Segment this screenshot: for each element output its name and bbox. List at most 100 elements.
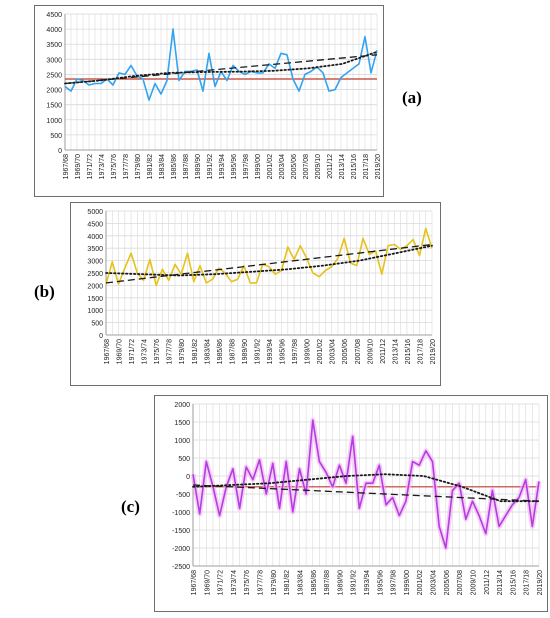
x-tick-label: 1977/78 [258, 570, 265, 595]
x-tick-label: 1987/88 [229, 339, 236, 364]
x-tick-label: 1969/70 [204, 570, 211, 595]
x-tick-label: 1973/74 [99, 154, 106, 179]
x-tick-label: 2001/02 [417, 570, 424, 595]
x-tick-label: 1995/96 [280, 339, 287, 364]
y-tick-label: 1500 [174, 420, 190, 427]
x-tick-label: 1993/94 [267, 339, 274, 364]
chart-c-svg: -2500 -2000 -1500 -1000 -500 0 500 1000 1500 2000… [172, 402, 544, 595]
x-tick-label: 1987/88 [183, 154, 190, 179]
x-tick-label: 1967/68 [191, 570, 198, 595]
x-tick-label: 2009/10 [315, 154, 322, 179]
y-tick-label: 4000 [87, 234, 103, 241]
y-tick-label: 2000 [87, 283, 103, 290]
x-tick-label: 2011/12 [380, 339, 387, 364]
x-tick-label: 2011/12 [484, 570, 491, 595]
y-tick-label: 0 [99, 333, 103, 340]
x-tick-label: 1969/70 [75, 154, 82, 179]
x-tick-label: 2015/16 [510, 570, 517, 595]
y-tick-label: 2000 [46, 88, 62, 95]
x-tick-label: 1979/80 [271, 570, 278, 595]
y-tick-label: 2500 [46, 72, 62, 79]
x-tick-label: 2005/06 [342, 339, 349, 364]
x-tick-label: 2005/06 [291, 154, 298, 179]
chart-panel-c: -2500 -2000 -1500 -1000 -500 0 500 1000 1500 2000… [154, 395, 548, 612]
x-tick-label: 2017/18 [524, 570, 531, 595]
x-tick-label: 2013/14 [339, 154, 346, 179]
x-tick-label: 1971/72 [218, 570, 225, 595]
y-tick-label: -500 [176, 492, 190, 499]
y-tick-label: -1500 [172, 528, 190, 535]
y-tick-label: 1500 [87, 296, 103, 303]
x-tick-label: 1999/00 [404, 570, 411, 595]
x-tick-label: 1997/98 [243, 154, 250, 179]
y-tick-label: 3000 [87, 259, 103, 266]
chart-panel-b: 0 500 1000 1500 2000 2500 3000 3500 4000 4500 5000… [70, 202, 441, 386]
y-tick-label: 4500 [87, 221, 103, 228]
y-tick-label: 500 [91, 321, 103, 328]
x-tick-label: 2007/08 [355, 339, 362, 364]
x-tick-label: 1985/86 [217, 339, 224, 364]
x-tick-label: 1973/74 [142, 339, 149, 364]
x-tick-label: 1989/90 [337, 570, 344, 595]
x-tick-label: 1999/00 [305, 339, 312, 364]
x-tick-label: 2015/16 [351, 154, 358, 179]
x-tick-label: 1981/82 [284, 570, 291, 595]
polynomial-trend-line [64, 50, 378, 85]
panel-label-a: (a) [402, 88, 422, 107]
x-tick-label: 1983/84 [297, 570, 304, 595]
x-tick-label: 1995/96 [231, 154, 238, 179]
chart-a-svg: 0 500 1000 1500 2000 2500 3000 3500 4000 4500 1967… [46, 12, 382, 179]
x-tick-label: 1977/78 [123, 154, 130, 179]
x-tick-label: 1977/78 [167, 339, 174, 364]
x-tick-label: 2007/08 [457, 570, 464, 595]
x-tick-label: 1967/68 [104, 339, 111, 364]
x-tick-label: 1983/84 [204, 339, 211, 364]
x-tick-label: 1971/72 [87, 154, 94, 179]
y-tick-label: -2500 [172, 564, 190, 571]
panel-label-b: (b) [34, 282, 55, 301]
polynomial-trend-line [105, 244, 433, 277]
x-tick-label: 1983/84 [159, 154, 166, 179]
x-tick-label: 1993/94 [364, 570, 371, 595]
x-tick-label: 1979/80 [179, 339, 186, 364]
y-tick-label: 5000 [87, 209, 103, 216]
y-tick-label: 3500 [87, 246, 103, 253]
y-tick-label: 4500 [46, 12, 62, 19]
x-tick-label: 1991/92 [351, 570, 358, 595]
y-tick-label: 3000 [46, 57, 62, 64]
x-tick-label: 1999/00 [255, 154, 262, 179]
x-tick-label: 2019/20 [537, 570, 544, 595]
x-tick-label: 2009/10 [470, 570, 477, 595]
y-tick-label: 3500 [46, 42, 62, 49]
polynomial-trend-line [192, 473, 540, 503]
x-tick-label: 2007/08 [303, 154, 310, 179]
y-tick-label: 0 [186, 474, 190, 481]
y-tick-label: -2000 [172, 546, 190, 553]
x-tick-label: 2017/18 [363, 154, 370, 179]
x-tick-label: 2009/10 [367, 339, 374, 364]
x-tick-label: 1991/92 [207, 154, 214, 179]
x-tick-label: 1997/98 [391, 570, 398, 595]
x-tick-label: 2013/14 [497, 570, 504, 595]
y-tick-label: 500 [50, 133, 62, 140]
chart-panel-a: 0 500 1000 1500 2000 2500 3000 3500 4000 4500 1967… [34, 5, 384, 197]
x-tick-label: 1985/86 [311, 570, 318, 595]
x-tick-label: 1967/68 [63, 154, 70, 179]
x-tick-label: 1987/88 [324, 570, 331, 595]
x-tick-label: 2011/12 [327, 154, 334, 179]
x-tick-label: 1973/74 [231, 570, 238, 595]
x-tick-label: 2013/14 [392, 339, 399, 364]
x-tick-label: 1997/98 [292, 339, 299, 364]
x-tick-label: 1981/82 [147, 154, 154, 179]
x-tick-label: 2003/04 [330, 339, 337, 364]
y-tick-label: 4000 [46, 27, 62, 34]
x-tick-label: 1989/90 [242, 339, 249, 364]
x-tick-label: 1975/76 [154, 339, 161, 364]
y-tick-label: -1000 [172, 510, 190, 517]
y-tick-label: 500 [178, 456, 190, 463]
y-tick-label: 1000 [174, 438, 190, 445]
x-tick-label: 2001/02 [317, 339, 324, 364]
x-tick-label: 2001/02 [267, 154, 274, 179]
linear-trend-line [64, 54, 378, 85]
x-tick-label: 2019/20 [375, 154, 382, 179]
